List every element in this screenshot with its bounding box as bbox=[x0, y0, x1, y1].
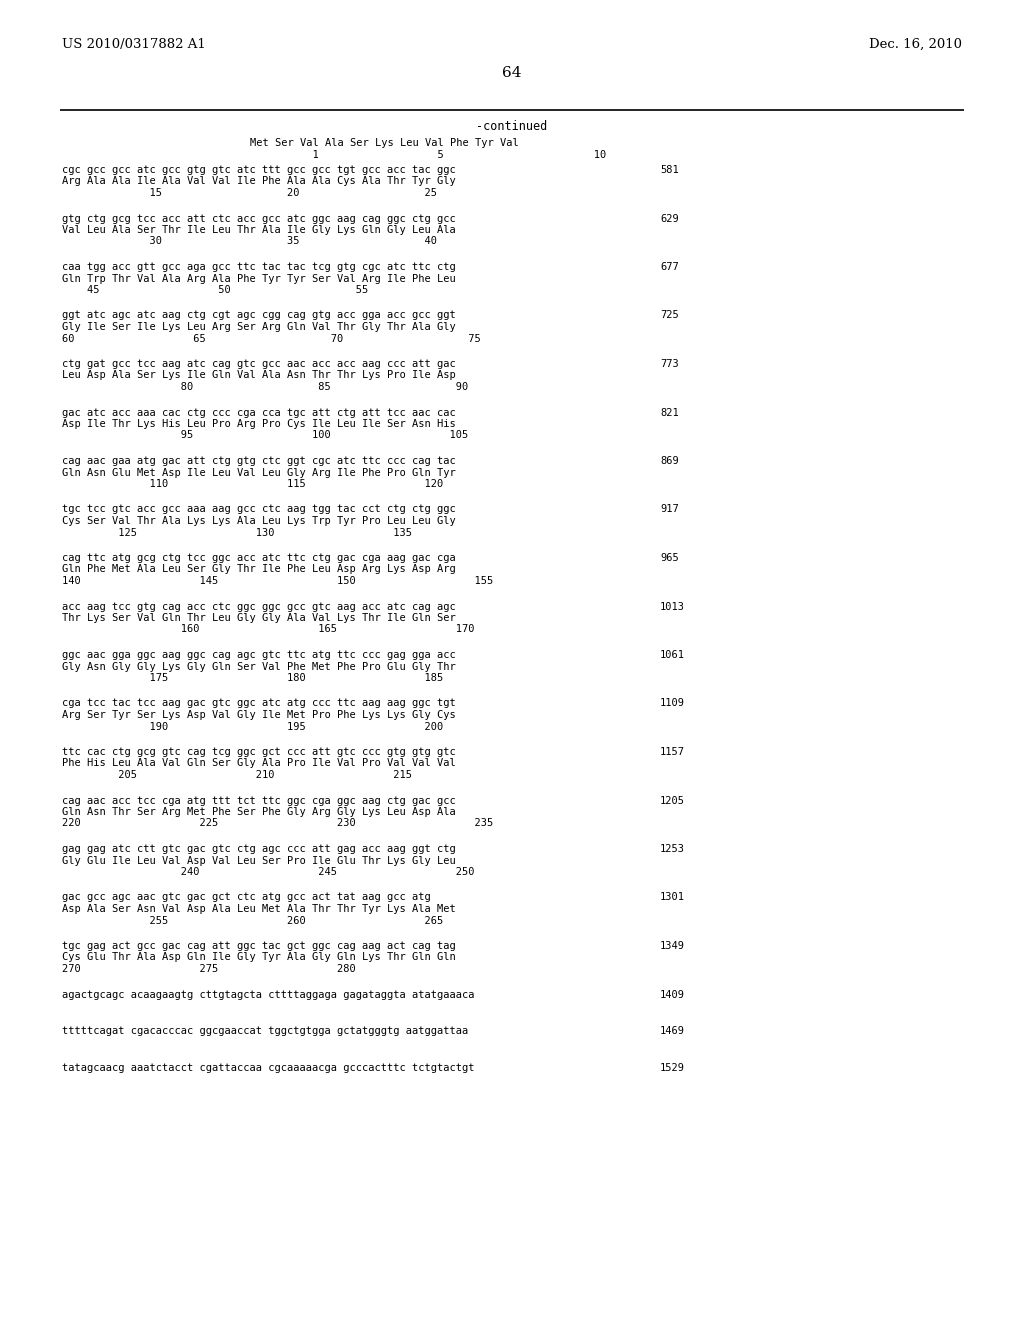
Text: 110                   115                   120: 110 115 120 bbox=[62, 479, 443, 488]
Text: 1109: 1109 bbox=[660, 698, 685, 709]
Text: -continued: -continued bbox=[476, 120, 548, 133]
Text: 1061: 1061 bbox=[660, 649, 685, 660]
Text: 1253: 1253 bbox=[660, 843, 685, 854]
Text: 1013: 1013 bbox=[660, 602, 685, 611]
Text: 15                    20                    25: 15 20 25 bbox=[62, 187, 437, 198]
Text: 125                   130                   135: 125 130 135 bbox=[62, 528, 412, 537]
Text: gag gag atc ctt gtc gac gtc ctg agc ccc att gag acc aag ggt ctg: gag gag atc ctt gtc gac gtc ctg agc ccc … bbox=[62, 843, 456, 854]
Text: US 2010/0317882 A1: US 2010/0317882 A1 bbox=[62, 38, 206, 51]
Text: Met Ser Val Ala Ser Lys Leu Val Phe Tyr Val: Met Ser Val Ala Ser Lys Leu Val Phe Tyr … bbox=[250, 139, 519, 148]
Text: ctg gat gcc tcc aag atc cag gtc gcc aac acc acc aag ccc att gac: ctg gat gcc tcc aag atc cag gtc gcc aac … bbox=[62, 359, 456, 370]
Text: 175                   180                   185: 175 180 185 bbox=[62, 673, 443, 682]
Text: cgc gcc gcc atc gcc gtg gtc atc ttt gcc gcc tgt gcc acc tac ggc: cgc gcc gcc atc gcc gtg gtc atc ttt gcc … bbox=[62, 165, 456, 176]
Text: 64: 64 bbox=[502, 66, 522, 81]
Text: 1529: 1529 bbox=[660, 1063, 685, 1073]
Text: cga tcc tac tcc aag gac gtc ggc atc atg ccc ttc aag aag ggc tgt: cga tcc tac tcc aag gac gtc ggc atc atg … bbox=[62, 698, 456, 709]
Text: 1301: 1301 bbox=[660, 892, 685, 903]
Text: 220                   225                   230                   235: 220 225 230 235 bbox=[62, 818, 494, 829]
Text: Phe His Leu Ala Val Gln Ser Gly Ala Pro Ile Val Pro Val Val Val: Phe His Leu Ala Val Gln Ser Gly Ala Pro … bbox=[62, 759, 456, 768]
Text: Dec. 16, 2010: Dec. 16, 2010 bbox=[869, 38, 962, 51]
Text: Gly Ile Ser Ile Lys Leu Arg Ser Arg Gln Val Thr Gly Thr Ala Gly: Gly Ile Ser Ile Lys Leu Arg Ser Arg Gln … bbox=[62, 322, 456, 333]
Text: cag ttc atg gcg ctg tcc ggc acc atc ttc ctg gac cga aag gac cga: cag ttc atg gcg ctg tcc ggc acc atc ttc … bbox=[62, 553, 456, 564]
Text: Arg Ser Tyr Ser Lys Asp Val Gly Ile Met Pro Phe Lys Lys Gly Cys: Arg Ser Tyr Ser Lys Asp Val Gly Ile Met … bbox=[62, 710, 456, 719]
Text: Gln Phe Met Ala Leu Ser Gly Thr Ile Phe Leu Asp Arg Lys Asp Arg: Gln Phe Met Ala Leu Ser Gly Thr Ile Phe … bbox=[62, 565, 456, 574]
Text: tgc gag act gcc gac cag att ggc tac gct ggc cag aag act cag tag: tgc gag act gcc gac cag att ggc tac gct … bbox=[62, 941, 456, 950]
Text: Gln Asn Glu Met Asp Ile Leu Val Leu Gly Arg Ile Phe Pro Gln Tyr: Gln Asn Glu Met Asp Ile Leu Val Leu Gly … bbox=[62, 467, 456, 478]
Text: 80                    85                    90: 80 85 90 bbox=[62, 381, 468, 392]
Text: 140                   145                   150                   155: 140 145 150 155 bbox=[62, 576, 494, 586]
Text: ggt atc agc atc aag ctg cgt agc cgg cag gtg acc gga acc gcc ggt: ggt atc agc atc aag ctg cgt agc cgg cag … bbox=[62, 310, 456, 321]
Text: agactgcagc acaagaagtg cttgtagcta cttttaggaga gagataggta atatgaaaca: agactgcagc acaagaagtg cttgtagcta cttttag… bbox=[62, 990, 474, 999]
Text: ggc aac gga ggc aag ggc cag agc gtc ttc atg ttc ccc gag gga acc: ggc aac gga ggc aag ggc cag agc gtc ttc … bbox=[62, 649, 456, 660]
Text: 1                   5                        10: 1 5 10 bbox=[250, 150, 606, 160]
Text: cag aac acc tcc cga atg ttt tct ttc ggc cga ggc aag ctg gac gcc: cag aac acc tcc cga atg ttt tct ttc ggc … bbox=[62, 796, 456, 805]
Text: gac gcc agc aac gtc gac gct ctc atg gcc act tat aag gcc atg: gac gcc agc aac gtc gac gct ctc atg gcc … bbox=[62, 892, 431, 903]
Text: Cys Ser Val Thr Ala Lys Lys Ala Leu Lys Trp Tyr Pro Leu Leu Gly: Cys Ser Val Thr Ala Lys Lys Ala Leu Lys … bbox=[62, 516, 456, 525]
Text: 917: 917 bbox=[660, 504, 679, 515]
Text: 581: 581 bbox=[660, 165, 679, 176]
Text: Gly Glu Ile Leu Val Asp Val Leu Ser Pro Ile Glu Thr Lys Gly Leu: Gly Glu Ile Leu Val Asp Val Leu Ser Pro … bbox=[62, 855, 456, 866]
Text: Arg Ala Ala Ile Ala Val Val Ile Phe Ala Ala Cys Ala Thr Tyr Gly: Arg Ala Ala Ile Ala Val Val Ile Phe Ala … bbox=[62, 177, 456, 186]
Text: 255                   260                   265: 255 260 265 bbox=[62, 916, 443, 925]
Text: 1469: 1469 bbox=[660, 1026, 685, 1036]
Text: gtg ctg gcg tcc acc att ctc acc gcc atc ggc aag cag ggc ctg gcc: gtg ctg gcg tcc acc att ctc acc gcc atc … bbox=[62, 214, 456, 223]
Text: 1349: 1349 bbox=[660, 941, 685, 950]
Text: acc aag tcc gtg cag acc ctc ggc ggc gcc gtc aag acc atc cag agc: acc aag tcc gtg cag acc ctc ggc ggc gcc … bbox=[62, 602, 456, 611]
Text: 1157: 1157 bbox=[660, 747, 685, 756]
Text: tgc tcc gtc acc gcc aaa aag gcc ctc aag tgg tac cct ctg ctg ggc: tgc tcc gtc acc gcc aaa aag gcc ctc aag … bbox=[62, 504, 456, 515]
Text: Gly Asn Gly Gly Lys Gly Gln Ser Val Phe Met Phe Pro Glu Gly Thr: Gly Asn Gly Gly Lys Gly Gln Ser Val Phe … bbox=[62, 661, 456, 672]
Text: 160                   165                   170: 160 165 170 bbox=[62, 624, 474, 635]
Text: 1205: 1205 bbox=[660, 796, 685, 805]
Text: 869: 869 bbox=[660, 455, 679, 466]
Text: 240                   245                   250: 240 245 250 bbox=[62, 867, 474, 876]
Text: 45                   50                    55: 45 50 55 bbox=[62, 285, 369, 294]
Text: 1409: 1409 bbox=[660, 990, 685, 999]
Text: gac atc acc aaa cac ctg ccc cga cca tgc att ctg att tcc aac cac: gac atc acc aaa cac ctg ccc cga cca tgc … bbox=[62, 408, 456, 417]
Text: Gln Asn Thr Ser Arg Met Phe Ser Phe Gly Arg Gly Lys Leu Asp Ala: Gln Asn Thr Ser Arg Met Phe Ser Phe Gly … bbox=[62, 807, 456, 817]
Text: Leu Asp Ala Ser Lys Ile Gln Val Ala Asn Thr Thr Lys Pro Ile Asp: Leu Asp Ala Ser Lys Ile Gln Val Ala Asn … bbox=[62, 371, 456, 380]
Text: 60                   65                    70                    75: 60 65 70 75 bbox=[62, 334, 480, 343]
Text: 270                   275                   280: 270 275 280 bbox=[62, 964, 355, 974]
Text: 30                    35                    40: 30 35 40 bbox=[62, 236, 437, 247]
Text: 965: 965 bbox=[660, 553, 679, 564]
Text: 629: 629 bbox=[660, 214, 679, 223]
Text: 677: 677 bbox=[660, 261, 679, 272]
Text: 773: 773 bbox=[660, 359, 679, 370]
Text: 205                   210                   215: 205 210 215 bbox=[62, 770, 412, 780]
Text: 725: 725 bbox=[660, 310, 679, 321]
Text: 190                   195                   200: 190 195 200 bbox=[62, 722, 443, 731]
Text: 821: 821 bbox=[660, 408, 679, 417]
Text: Gln Trp Thr Val Ala Arg Ala Phe Tyr Tyr Ser Val Arg Ile Phe Leu: Gln Trp Thr Val Ala Arg Ala Phe Tyr Tyr … bbox=[62, 273, 456, 284]
Text: Cys Glu Thr Ala Asp Gln Ile Gly Tyr Ala Gly Gln Lys Thr Gln Gln: Cys Glu Thr Ala Asp Gln Ile Gly Tyr Ala … bbox=[62, 953, 456, 962]
Text: caa tgg acc gtt gcc aga gcc ttc tac tac tcg gtg cgc atc ttc ctg: caa tgg acc gtt gcc aga gcc ttc tac tac … bbox=[62, 261, 456, 272]
Text: Asp Ala Ser Asn Val Asp Ala Leu Met Ala Thr Thr Tyr Lys Ala Met: Asp Ala Ser Asn Val Asp Ala Leu Met Ala … bbox=[62, 904, 456, 913]
Text: Val Leu Ala Ser Thr Ile Leu Thr Ala Ile Gly Lys Gln Gly Leu Ala: Val Leu Ala Ser Thr Ile Leu Thr Ala Ile … bbox=[62, 224, 456, 235]
Text: 95                   100                   105: 95 100 105 bbox=[62, 430, 468, 441]
Text: ttc cac ctg gcg gtc cag tcg ggc gct ccc att gtc ccc gtg gtg gtc: ttc cac ctg gcg gtc cag tcg ggc gct ccc … bbox=[62, 747, 456, 756]
Text: tatagcaacg aaatctacct cgattaccaa cgcaaaaacga gcccactttc tctgtactgt: tatagcaacg aaatctacct cgattaccaa cgcaaaa… bbox=[62, 1063, 474, 1073]
Text: tttttcagat cgacacccac ggcgaaccat tggctgtgga gctatgggtg aatggattaa: tttttcagat cgacacccac ggcgaaccat tggctgt… bbox=[62, 1026, 468, 1036]
Text: cag aac gaa atg gac att ctg gtg ctc ggt cgc atc ttc ccc cag tac: cag aac gaa atg gac att ctg gtg ctc ggt … bbox=[62, 455, 456, 466]
Text: Thr Lys Ser Val Gln Thr Leu Gly Gly Ala Val Lys Thr Ile Gln Ser: Thr Lys Ser Val Gln Thr Leu Gly Gly Ala … bbox=[62, 612, 456, 623]
Text: Asp Ile Thr Lys His Leu Pro Arg Pro Cys Ile Leu Ile Ser Asn His: Asp Ile Thr Lys His Leu Pro Arg Pro Cys … bbox=[62, 418, 456, 429]
